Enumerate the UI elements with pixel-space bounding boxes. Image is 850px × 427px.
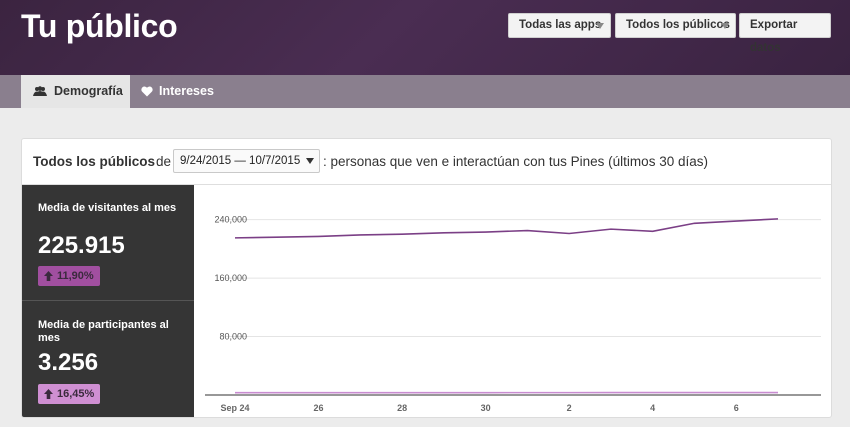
tab-demografia[interactable]: Demografía [21, 75, 130, 108]
audiences-dropdown[interactable]: Todos los públicos [615, 13, 736, 38]
page-header: Tu público Todas las apps Todos los públ… [0, 0, 850, 75]
metric-visitors-change: 11,90% [57, 270, 94, 282]
x-tick-label: 28 [397, 403, 407, 413]
apps-dropdown[interactable]: Todas las apps [508, 13, 611, 38]
tab-demografia-label: Demografía [54, 84, 123, 98]
chevron-down-icon [596, 23, 604, 29]
card-header: Todos los públicos de 9/24/2015 — 10/7/2… [22, 139, 831, 185]
x-tick-label: 4 [650, 403, 655, 413]
metric-visitors-value: 225.915 [38, 232, 125, 259]
x-tick-label: 6 [734, 403, 739, 413]
audience-label: Todos los públicos [33, 154, 156, 169]
y-tick-label: 240,000 [214, 215, 247, 225]
page-title: Tu público [21, 8, 178, 44]
metric-visitors-label: Media de visitantes al mes [38, 202, 177, 214]
metric-visitors-change-badge: 11,90% [38, 266, 100, 286]
export-data-label: Exportar datos [750, 19, 798, 54]
x-tick-label: 26 [314, 403, 324, 413]
export-data-button[interactable]: Exportar datos [739, 13, 831, 54]
chevron-down-icon [306, 158, 314, 164]
heart-icon [141, 86, 153, 97]
metric-visitors: Media de visitantes al mes 225.915 11,90… [22, 185, 194, 300]
metric-engagers: Media de participantes al mes 3.256 16,4… [22, 301, 194, 417]
arrow-up-icon [44, 389, 53, 399]
audiences-dropdown-label: Todos los públicos [626, 19, 730, 31]
users-icon [33, 86, 47, 96]
tab-bar: Demografía Intereses [0, 75, 850, 108]
date-range-value: 9/24/2015 — 10/7/2015 [180, 155, 301, 167]
y-tick-label: 160,000 [214, 273, 247, 283]
tab-intereses-label: Intereses [159, 84, 214, 98]
visitors-series-line [234, 218, 779, 239]
chevron-down-icon [721, 23, 729, 29]
metric-engagers-value: 3.256 [38, 349, 99, 376]
metric-engagers-label: Media de participantes al mes [38, 319, 169, 344]
tab-intereses[interactable]: Intereses [130, 75, 230, 108]
metrics-panel: Media de visitantes al mes 225.915 11,90… [22, 185, 194, 417]
metric-engagers-change: 16,45% [57, 388, 95, 400]
audience-line-chart: 80,000 160,000 240,000 Sep 24 26 28 30 2 4 6 [205, 215, 821, 413]
date-range-picker[interactable]: 9/24/2015 — 10/7/2015 [173, 149, 320, 173]
arrow-up-icon [44, 271, 53, 281]
y-tick-label: 80,000 [219, 332, 247, 342]
metric-engagers-change-badge: 16,45% [38, 384, 101, 404]
audience-card: Todos los públicos de 9/24/2015 — 10/7/2… [21, 138, 832, 418]
card-description: : personas que ven e interactúan con tus… [323, 154, 708, 169]
x-tick-label: 30 [481, 403, 491, 413]
connector-text: de [156, 154, 172, 169]
x-tick-label: Sep 24 [220, 403, 249, 413]
apps-dropdown-label: Todas las apps [519, 19, 602, 31]
metrics-divider [22, 300, 194, 301]
x-tick-label: 2 [567, 403, 572, 413]
